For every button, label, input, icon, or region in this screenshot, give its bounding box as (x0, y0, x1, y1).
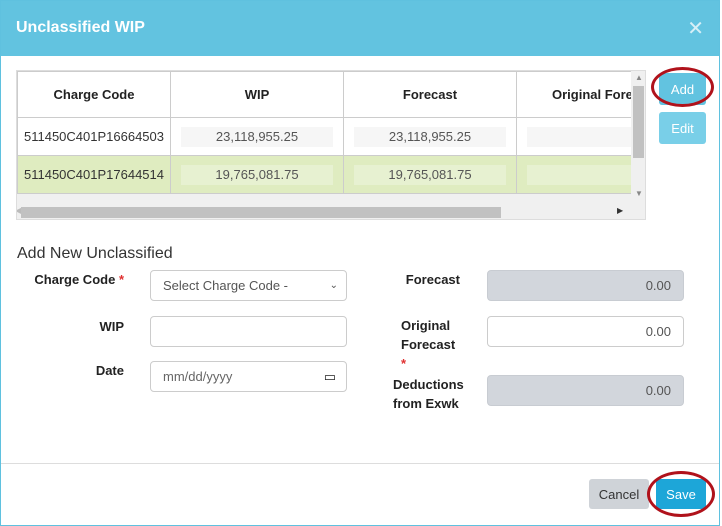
date-label: Date (95, 363, 124, 378)
table-row[interactable]: 511450C401P16664503 23,118,955.25 23,118… (17, 117, 645, 156)
original-forecast-label: Original Forecast * (361, 316, 461, 373)
column-header[interactable]: Original Forecast (516, 71, 645, 118)
scroll-left-icon[interactable]: ◀ (17, 206, 21, 215)
column-header[interactable]: WIP (170, 71, 344, 118)
charge-code-cell: 511450C401P17644514 (17, 155, 171, 194)
forecast-cell[interactable]: 19,765,081.75 (354, 164, 506, 185)
vertical-scroll-thumb[interactable] (633, 86, 644, 158)
deductions-input: 0.00 (487, 375, 684, 406)
required-mark: * (118, 272, 124, 287)
forecast-input: 0.00 (487, 270, 684, 301)
column-header[interactable]: Forecast (343, 71, 517, 118)
edit-button[interactable]: Edit (659, 112, 706, 144)
add-button[interactable]: Add (659, 73, 706, 105)
scroll-right-icon[interactable]: ▶ (617, 206, 624, 215)
original-forecast-cell[interactable] (527, 126, 645, 147)
label-text: Deductions (393, 377, 464, 392)
form-title: Add New Unclassified (17, 245, 173, 262)
table-header-row: Charge Code WIP Forecast Original Foreca… (17, 71, 645, 118)
modal-header: Unclassified WIP ✕ (1, 1, 719, 56)
scroll-up-icon[interactable]: ▲ (635, 73, 643, 82)
cancel-button[interactable]: Cancel (589, 479, 649, 509)
wip-table: Charge Code WIP Forecast Original Foreca… (17, 71, 645, 194)
chevron-down-icon: ⌄ (329, 280, 338, 291)
wip-cell[interactable]: 23,118,955.25 (181, 126, 333, 147)
forecast-label: Forecast (405, 272, 460, 287)
label-text: from Exwk (393, 396, 459, 411)
wip-input[interactable] (150, 316, 347, 347)
original-forecast-cell[interactable] (527, 164, 645, 185)
wip-cell[interactable]: 19,765,081.75 (181, 164, 333, 185)
footer-divider (1, 463, 719, 464)
wip-grid: Charge Code WIP Forecast Original Foreca… (16, 70, 646, 220)
close-icon[interactable]: ✕ (687, 18, 704, 40)
label-text: Charge Code (34, 272, 116, 287)
table-row-selected[interactable]: 511450C401P17644514 19,765,081.75 19,765… (17, 155, 645, 194)
modal-title: Unclassified WIP (16, 19, 145, 36)
horizontal-scroll-thumb[interactable] (21, 207, 501, 218)
charge-code-label: Charge Code * (21, 270, 124, 289)
forecast-cell[interactable]: 23,118,955.25 (354, 126, 506, 147)
label-text: Forecast (401, 337, 456, 352)
original-forecast-input[interactable]: 0.00 (487, 316, 684, 347)
charge-code-cell: 511450C401P16664503 (17, 117, 171, 156)
horizontal-scrollbar[interactable]: ◀ ▶ (17, 201, 631, 219)
calendar-icon[interactable]: ▭ (323, 369, 336, 384)
date-placeholder: mm/dd/yyyy (163, 369, 233, 384)
date-input[interactable]: mm/dd/yyyy ▭ (150, 361, 347, 392)
label-text: Original (401, 318, 451, 333)
scroll-down-icon[interactable]: ▼ (635, 189, 643, 198)
save-button[interactable]: Save (656, 479, 706, 509)
required-mark: * (401, 356, 407, 371)
charge-code-select[interactable]: Select Charge Code - ⌄ (150, 270, 347, 301)
wip-label: WIP (99, 319, 124, 334)
select-placeholder: Select Charge Code - (163, 278, 289, 293)
vertical-scrollbar[interactable]: ▲ ▼ (631, 71, 645, 201)
column-header[interactable]: Charge Code (17, 71, 171, 118)
deductions-label: Deductions from Exwk (361, 375, 464, 413)
